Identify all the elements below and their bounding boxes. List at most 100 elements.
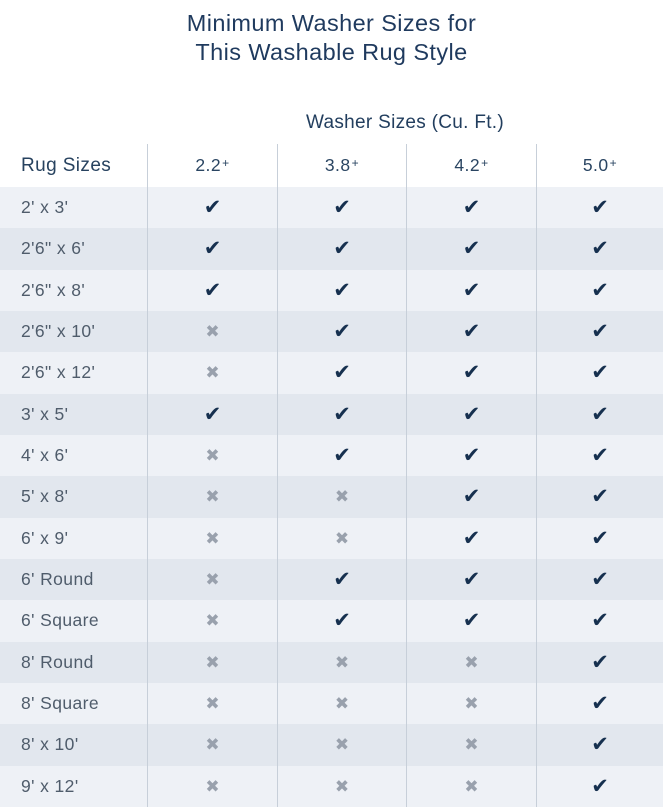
washer-size-value: 2.2 <box>195 155 222 175</box>
check-icon: ✔ <box>462 485 481 509</box>
compatibility-cell: ✔ <box>406 228 536 270</box>
rug-size-label: 6' x 9' <box>21 527 69 548</box>
check-icon: ✔ <box>333 568 351 592</box>
compatibility-cell: ✔ <box>277 352 406 394</box>
page-title-line1: Minimum Washer Sizes for <box>186 10 477 36</box>
compatibility-cell: ✔ <box>406 269 536 311</box>
plus-suffix: + <box>609 155 618 170</box>
compatibility-cell: ✔ <box>406 310 536 353</box>
x-icon: ✖ <box>334 652 350 672</box>
table-row: 2'6" x 6' ✔ ✔ ✔ ✔ <box>0 228 663 270</box>
compatibility-cell: ✖ <box>147 641 277 683</box>
compatibility-cell: ✖ <box>406 641 536 683</box>
check-icon: ✔ <box>203 278 222 302</box>
x-icon: ✖ <box>464 652 479 672</box>
table-row: 2'6" x 12' ✖ ✔ ✔ ✔ <box>0 352 663 394</box>
table-row: 4' x 6' ✖ ✔ ✔ ✔ <box>0 434 663 477</box>
compatibility-cell: ✔ <box>536 434 663 477</box>
washer-size-value: 5.0 <box>582 155 609 175</box>
compatibility-cell: ✔ <box>536 517 663 559</box>
compatibility-cell: ✔ <box>147 393 277 435</box>
x-icon: ✖ <box>205 735 220 755</box>
compatibility-cell: ✖ <box>147 434 277 477</box>
check-icon: ✔ <box>591 196 609 220</box>
compatibility-cell: ✔ <box>536 269 663 311</box>
rug-size-label: 8' x 10' <box>21 734 79 755</box>
x-icon: ✖ <box>205 322 220 342</box>
compatibility-cell: ✔ <box>277 434 406 477</box>
compatibility-cell: ✖ <box>147 600 277 642</box>
table-row: 5' x 8' ✖ ✖ ✔ ✔ <box>0 476 663 518</box>
rug-size-label: 2'6" x 8' <box>21 279 86 300</box>
compatibility-cell: ✔ <box>277 558 406 601</box>
page-title-line2: This Washable Rug Style <box>195 39 468 65</box>
check-icon: ✔ <box>591 650 609 674</box>
compatibility-cell: ✔ <box>536 476 663 518</box>
check-icon: ✔ <box>591 320 609 344</box>
check-icon: ✔ <box>462 237 481 261</box>
compatibility-cell: ✔ <box>536 558 663 601</box>
table-row: 2' x 3' ✔ ✔ ✔ ✔ <box>0 187 663 229</box>
table-row: 8' x 10' ✖ ✖ ✖ ✔ <box>0 724 663 766</box>
x-icon: ✖ <box>464 776 479 796</box>
rug-size-label: 6' Round <box>21 569 94 590</box>
table-row: 3' x 5' ✔ ✔ ✔ ✔ <box>0 393 663 435</box>
check-icon: ✔ <box>462 278 481 302</box>
check-icon: ✔ <box>591 609 609 633</box>
rug-sizes-column-header: Rug Sizes <box>21 154 112 176</box>
check-icon: ✔ <box>591 402 609 426</box>
check-icon: ✔ <box>333 361 351 385</box>
check-icon: ✔ <box>333 278 351 302</box>
compatibility-cell: ✔ <box>536 724 663 766</box>
compatibility-cell: ✖ <box>406 765 536 807</box>
compatibility-cell: ✔ <box>406 517 536 559</box>
table-header-row: Rug Sizes 2.2 +3.8 +4.2 +5.0 + <box>0 144 663 187</box>
check-icon: ✔ <box>462 609 481 633</box>
compatibility-cell: ✔ <box>536 600 663 642</box>
x-icon: ✖ <box>205 570 220 590</box>
compatibility-cell: ✔ <box>277 187 406 229</box>
check-icon: ✔ <box>333 609 351 633</box>
compatibility-cell: ✖ <box>147 765 277 807</box>
check-icon: ✔ <box>203 196 222 220</box>
table-row: 8' Square ✖ ✖ ✖ ✔ <box>0 682 663 725</box>
table-row: 9' x 12' ✖ ✖ ✖ ✔ <box>0 765 663 807</box>
compatibility-cell: ✔ <box>406 434 536 477</box>
compatibility-cell: ✖ <box>147 682 277 725</box>
rug-size-label: 4' x 6' <box>21 445 69 466</box>
washer-size-column-header: 3.8 + <box>277 144 406 187</box>
compatibility-cell: ✔ <box>147 228 277 270</box>
compatibility-cell: ✖ <box>277 765 406 807</box>
compatibility-cell: ✔ <box>536 228 663 270</box>
compatibility-cell: ✖ <box>147 310 277 353</box>
check-icon: ✔ <box>462 568 481 592</box>
compatibility-cell: ✔ <box>406 187 536 229</box>
rug-size-label: 2'6" x 12' <box>21 362 96 383</box>
check-icon: ✔ <box>462 196 481 220</box>
check-icon: ✔ <box>591 444 609 468</box>
rug-size-label: 2'6" x 10' <box>21 321 96 342</box>
check-icon: ✔ <box>591 692 609 716</box>
check-icon: ✔ <box>333 444 351 468</box>
table-body: 2' x 3' ✔ ✔ ✔ ✔ 2'6" x 6' ✔ ✔ ✔ ✔ 2'6" x 8' ✔ ✔ ✔ ✔ 2'6… <box>0 187 663 807</box>
x-icon: ✖ <box>205 446 220 466</box>
x-icon: ✖ <box>464 694 479 714</box>
compatibility-cell: ✔ <box>406 600 536 642</box>
x-icon: ✖ <box>205 487 220 507</box>
compatibility-cell: ✖ <box>406 682 536 725</box>
rug-size-label: 6' Square <box>21 610 99 631</box>
x-icon: ✖ <box>205 694 220 714</box>
compatibility-cell: ✔ <box>406 393 536 435</box>
table-row: 8' Round ✖ ✖ ✖ ✔ <box>0 641 663 683</box>
washer-size-value: 3.8 <box>324 155 351 175</box>
compatibility-cell: ✖ <box>406 724 536 766</box>
check-icon: ✔ <box>462 526 481 550</box>
check-icon: ✔ <box>462 320 481 344</box>
check-icon: ✔ <box>333 196 351 220</box>
compatibility-cell: ✔ <box>406 476 536 518</box>
check-icon: ✔ <box>333 402 351 426</box>
x-icon: ✖ <box>205 363 220 383</box>
check-icon: ✔ <box>591 361 609 385</box>
check-icon: ✔ <box>591 568 609 592</box>
